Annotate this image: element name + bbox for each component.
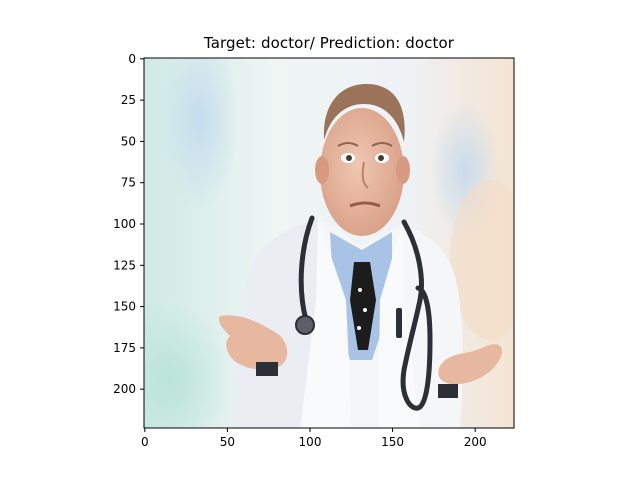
right-hand xyxy=(438,344,503,385)
stethoscope xyxy=(298,215,433,411)
x-tick-label: 200 xyxy=(464,435,487,449)
left-hand xyxy=(218,315,288,370)
y-tick-label: 25 xyxy=(121,93,136,107)
y-tick-label: 175 xyxy=(113,341,136,355)
y-tick-label: 125 xyxy=(113,258,136,272)
plot-title: Target: doctor/ Prediction: doctor xyxy=(203,34,455,52)
y-tick-label: 200 xyxy=(113,382,136,396)
y-axis: 0 25 50 75 100 125 150 175 200 xyxy=(113,52,144,396)
y-tick-label: 75 xyxy=(121,176,136,190)
x-tick-label: 0 xyxy=(141,435,149,449)
x-tick-label: 150 xyxy=(381,435,404,449)
photo-image xyxy=(144,58,514,428)
y-tick-label: 100 xyxy=(113,217,136,231)
tie xyxy=(350,262,376,350)
x-tick-label: 100 xyxy=(299,435,322,449)
x-axis: 0 50 100 150 200 xyxy=(141,428,487,449)
x-tick-label: 50 xyxy=(220,435,235,449)
hair xyxy=(323,84,405,142)
y-tick-label: 50 xyxy=(121,134,136,148)
y-tick-label: 0 xyxy=(128,52,136,66)
y-tick-label: 150 xyxy=(113,300,136,314)
axes-frame xyxy=(143,57,515,429)
